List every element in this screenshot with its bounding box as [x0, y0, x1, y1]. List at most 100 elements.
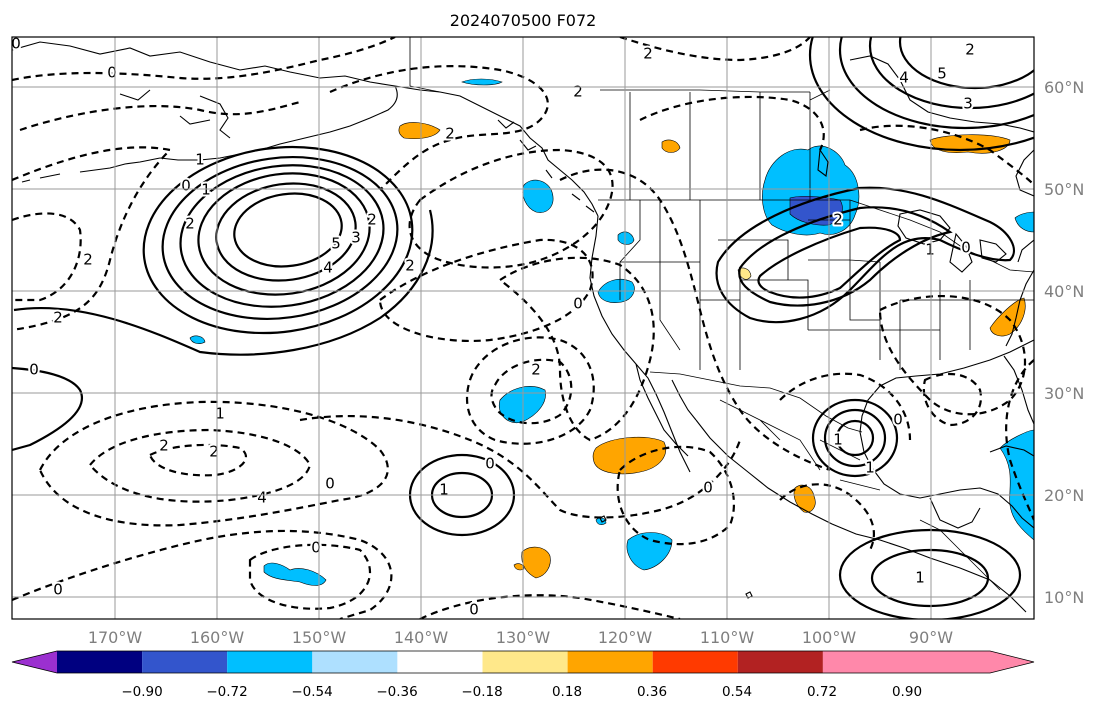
- coastline-cuba: [989, 445, 1034, 457]
- border-central-america: [919, 519, 1001, 591]
- contour-pacific-high-3: [179, 164, 385, 308]
- coastline-mexico-west: [695, 419, 1027, 613]
- contour-label: 4: [899, 69, 909, 87]
- contour-hudson-high-3: [868, 37, 1034, 110]
- lon-label: 100°W: [802, 628, 857, 647]
- lat-label: 10°N: [1044, 588, 1084, 607]
- border-us-states: [619, 200, 1034, 370]
- contour-central-america-high-1: [838, 528, 1022, 619]
- contour-hawaii-neg-2: [88, 428, 312, 503]
- colorbar-segment: [57, 651, 143, 673]
- longitude-axis-labels: 170°W 160°W 150°W 140°W 130°W 120°W 110°…: [88, 628, 953, 647]
- contour-hudson-high-4: [898, 37, 1034, 90]
- contour-label: 0: [29, 361, 39, 379]
- anomaly-patch-pacific-low-orange: [521, 546, 551, 579]
- lat-label: 50°N: [1044, 180, 1084, 199]
- lon-label: 110°W: [700, 628, 755, 647]
- lon-label: 120°W: [598, 628, 653, 647]
- lat-label: 40°N: [1044, 282, 1084, 301]
- coastline-bc-islands: [497, 119, 595, 213]
- lat-label: 20°N: [1044, 486, 1084, 505]
- contour-alaska-neg-1: [12, 37, 396, 82]
- contour-west-us-neg: [559, 168, 831, 472]
- coastline-alaska-panhandle: [394, 85, 599, 217]
- colorbar-outline: [11, 650, 1035, 674]
- border-mexico-states: [719, 399, 881, 491]
- colorbar-segment: [482, 651, 568, 673]
- contour-northeast-neg: [859, 124, 1034, 186]
- contour-pacific-high-2: [161, 155, 399, 321]
- anomaly-patch-montana-orange: [661, 139, 681, 153]
- contour-label: 2: [367, 211, 377, 229]
- contour-pacific-high-outer-0: [13, 209, 434, 356]
- colorbar-tick-label: 0.36: [637, 684, 667, 700]
- contour-pacific-high-6: [233, 192, 343, 268]
- contour-label: 2: [573, 83, 583, 101]
- colorbar: −0.90 −0.72 −0.54 −0.36 −0.18 0.18 0.36 …: [11, 650, 1035, 700]
- colorbar-tick-label: −0.54: [291, 684, 332, 700]
- contour-mexico-high-3: [835, 419, 875, 457]
- contour-label: 2: [965, 41, 975, 59]
- colorbar-segment: [567, 651, 653, 673]
- gridlines: [12, 37, 1034, 619]
- contour-mexico-high-2: [823, 408, 887, 468]
- colorbar-tick-label: 0.72: [807, 684, 837, 700]
- colorbar-segment: [822, 651, 908, 673]
- coastline-east-canada: [1015, 149, 1034, 263]
- anomaly-patch-idaho-blue: [617, 231, 635, 245]
- contour-label: 2: [159, 437, 169, 455]
- anomaly-patch-hawaii-blue: [263, 562, 327, 586]
- anomaly-patch-canada-east-blue: [1014, 211, 1034, 233]
- contour-gulf-neg-2: [922, 373, 983, 427]
- lon-label: 130°W: [496, 628, 551, 647]
- coastline-aleutians: [21, 157, 161, 183]
- contour-label: 0: [893, 411, 903, 429]
- contour-label: 2: [83, 251, 93, 269]
- contour-label: 1: [833, 431, 843, 449]
- contour-central-neg: [779, 372, 912, 441]
- contour-label: 4: [257, 489, 267, 507]
- contour-pacific-high-1: [142, 145, 414, 335]
- lon-label: 90°W: [909, 628, 953, 647]
- colorbar-tick-label: −0.18: [461, 684, 502, 700]
- contour-label: 4: [323, 259, 333, 277]
- colorbar-segment: [142, 651, 228, 673]
- lat-label: 60°N: [1044, 78, 1084, 97]
- colorbar-segment: [652, 651, 738, 673]
- contour-label: 1: [195, 151, 205, 169]
- contour-west-neg-1: [12, 146, 173, 332]
- contour-west-zero-1: [12, 366, 83, 452]
- coastline-alaska-north: [12, 41, 396, 87]
- lon-label: 140°W: [394, 628, 449, 647]
- contour-mexico-high-1: [811, 398, 899, 478]
- contour-baja-neg-2: [490, 358, 573, 425]
- map-area: 0 0 2 2 2 1 0 1 2 4 5 3 2 2 2 2 4 5 3 2 …: [12, 37, 1034, 619]
- anomaly-patch-alaska-blue: [461, 78, 503, 86]
- coastline-baja: [635, 363, 697, 457]
- contour-east-neg: [1005, 359, 1034, 521]
- contour-label: 3: [963, 95, 973, 113]
- political-borders: [409, 37, 1034, 591]
- map-frame: [11, 36, 1035, 620]
- contour-label: 0: [469, 601, 479, 619]
- colorbar-tick-label: −0.90: [121, 684, 162, 700]
- contour-mid-pacific-neg: [498, 256, 655, 442]
- contour-label: 0: [703, 479, 713, 497]
- anomaly-patch-bc-coast-blue: [522, 179, 554, 213]
- colorbar-tick-label: −0.36: [376, 684, 417, 700]
- contour-label: 1: [439, 481, 449, 499]
- contour-label: 1: [915, 569, 925, 587]
- colorbar-segment: [12, 651, 57, 673]
- lon-label: 150°W: [292, 628, 347, 647]
- anomaly-patch-gulf-east-blue: [999, 429, 1034, 541]
- coastline-hudson: [849, 55, 1034, 133]
- contour-bc-neg-2: [378, 238, 594, 342]
- contour-south-neg-2: [248, 543, 372, 610]
- border-canada-provinces: [600, 89, 831, 200]
- colorbar-segment: [397, 651, 483, 673]
- colorbar-segment: [737, 651, 823, 673]
- contour-label: 1: [865, 459, 875, 477]
- anomaly-patch-colorado-orange: [737, 267, 752, 280]
- contour-hawaii-neg-3: [148, 443, 248, 477]
